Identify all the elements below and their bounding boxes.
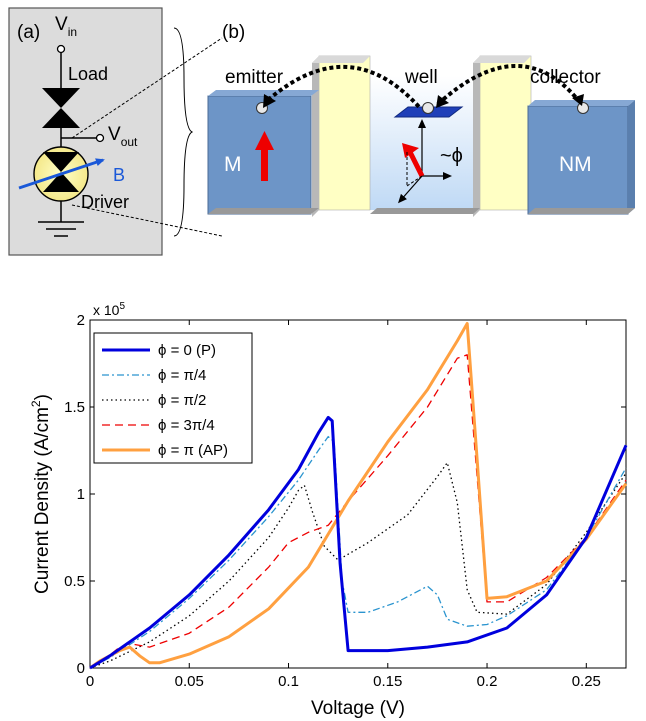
- current-voltage-chart: 0 0.05 0.1 0.15 0.2 0.25 0 0.5 1 1.5 2 x 105 Volta…: [29, 301, 628, 719]
- legend-label: ϕ = 3π/4: [158, 417, 215, 434]
- phi-label: ~ϕ: [440, 145, 463, 167]
- magnet-label: M: [224, 153, 242, 176]
- ground-symbol: [38, 221, 84, 237]
- well-background: [370, 76, 480, 210]
- y-tick-label: 2: [77, 312, 85, 329]
- x-tick-label: 0.2: [477, 673, 498, 690]
- y-tick-label: 1: [77, 486, 85, 503]
- well-floor: [370, 208, 480, 214]
- x-axis-label: Voltage (V): [311, 698, 405, 719]
- y-tick-label: 1.5: [64, 399, 85, 416]
- driver-element: [43, 152, 79, 192]
- legend-label: ϕ = 0 (P): [158, 342, 216, 359]
- x-tick-label: 0.25: [572, 673, 601, 690]
- x-tick-label: 0.05: [175, 673, 204, 690]
- well-axes: [398, 119, 452, 204]
- tunnel-arrowhead-right: [572, 94, 584, 106]
- left-barrier: [312, 55, 371, 217]
- y-axis-label: Current Density (A/cm2): [29, 394, 53, 594]
- legend-box: [93, 332, 253, 464]
- panel-a-circuit: (a) Vin Load Vout B Driver: [8, 7, 163, 256]
- vin-label: Vin: [55, 14, 77, 39]
- well-magnetization-arrow: [402, 143, 425, 187]
- panel-a-box: [8, 7, 163, 256]
- electron-collector: [577, 102, 589, 114]
- emitter-block: [207, 90, 319, 215]
- tunnel-arrow-emitter-well: [266, 65, 422, 110]
- tunnel-arrowhead-well: [436, 95, 449, 108]
- panel-b-device: (b) em: [207, 22, 635, 217]
- tunnel-arrow-well-collector: [436, 64, 580, 106]
- series-line: [89, 322, 628, 670]
- x-tick-label: 0.1: [278, 673, 299, 690]
- legend-label: ϕ = π/4: [158, 367, 206, 384]
- field-arrow: [18, 158, 105, 190]
- x-tick-label: 0: [86, 673, 94, 690]
- electron-well: [422, 102, 434, 114]
- series-line: [89, 415, 628, 670]
- legend-label: ϕ = π/2: [158, 392, 206, 409]
- load-label: Load: [68, 64, 108, 84]
- series-layer: [89, 322, 628, 670]
- series-line: [89, 435, 627, 669]
- legend-label: ϕ = π (AP): [158, 442, 228, 459]
- emitter-magnetization-arrow: [255, 131, 274, 181]
- y-tick-label: 0: [77, 660, 85, 677]
- emitter-label: emitter: [225, 67, 284, 88]
- tunnel-arrowhead-left: [263, 94, 276, 108]
- driver-label: Driver: [81, 192, 129, 212]
- right-barrier: [473, 55, 532, 217]
- panel-b-label: (b): [222, 22, 245, 43]
- panel-connector: [71, 27, 223, 237]
- vin-terminal: [56, 44, 66, 54]
- y-tick-label: 0.5: [64, 573, 85, 590]
- legend: ϕ = 0 (P) ϕ = π/4 ϕ = π/2 ϕ = 3π/4 ϕ = π (AP…: [93, 332, 253, 464]
- axis-tick-labels: 0 0.05 0.1 0.15 0.2 0.25 0 0.5 1 1.5 2: [64, 312, 601, 690]
- panel-a-label: (a): [17, 22, 40, 43]
- collector-block: [527, 100, 635, 215]
- vout-terminal: [95, 133, 105, 143]
- b-label: B: [113, 165, 125, 185]
- vout-label: Vout: [108, 124, 138, 149]
- load-element: [42, 88, 80, 128]
- x-tick-label: 0.15: [373, 673, 402, 690]
- well-label: well: [404, 67, 438, 88]
- nonmagnet-label: NM: [559, 153, 592, 176]
- y-scale-factor: x 105: [93, 301, 125, 318]
